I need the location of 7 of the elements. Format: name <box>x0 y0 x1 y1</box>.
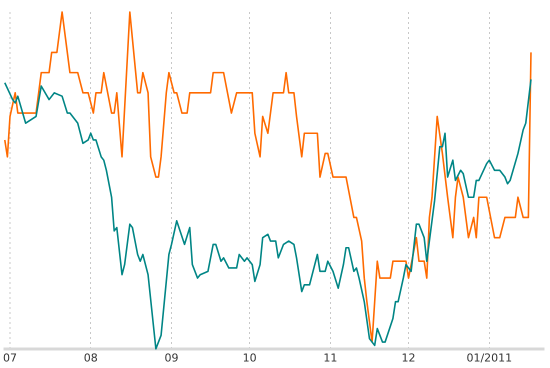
x-tick-label: 01/2011 <box>466 351 512 364</box>
x-tick-label: 09 <box>164 351 178 364</box>
x-tick-label: 10 <box>242 351 257 364</box>
x-tick-label: 12 <box>402 351 416 364</box>
x-tick-label: 08 <box>84 351 98 364</box>
x-tick-label: 11 <box>323 351 338 364</box>
x-tick-label: 07 <box>3 351 17 364</box>
